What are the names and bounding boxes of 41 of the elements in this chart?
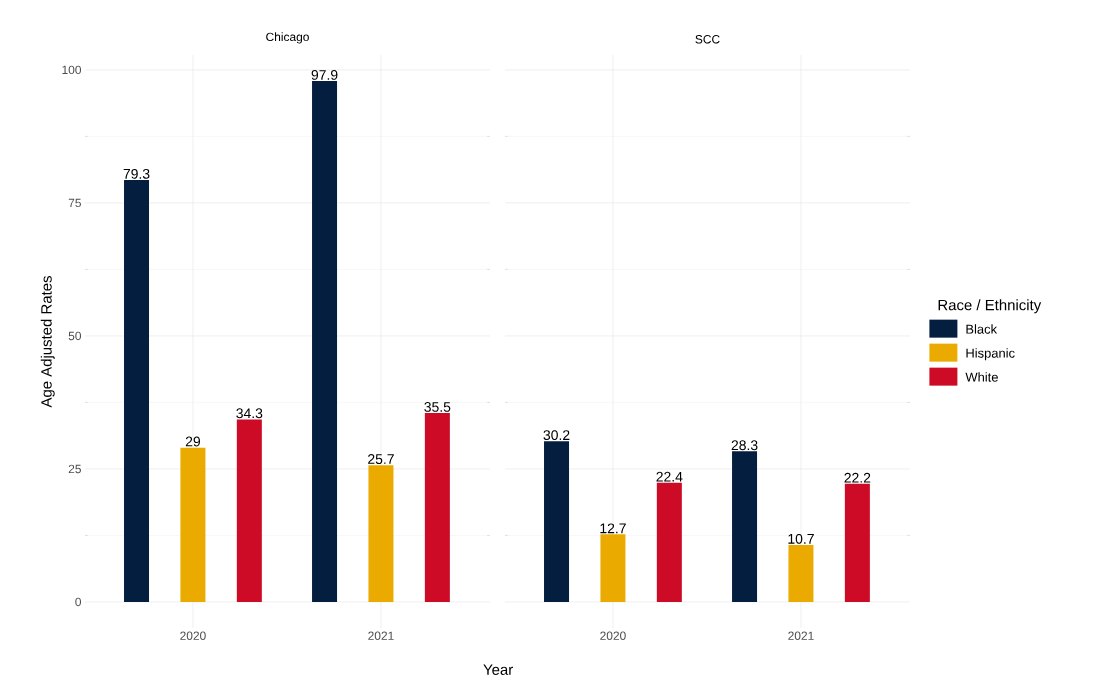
data-label: 79.3	[123, 168, 150, 179]
data-label: 29	[185, 436, 201, 447]
data-label: 30.2	[543, 430, 570, 441]
legend-title: Race / Ethnicity	[938, 299, 1042, 314]
y-tick-label: 50	[68, 331, 82, 341]
y-tick-label: 0	[75, 597, 82, 607]
x-axis-title: Year	[483, 664, 513, 675]
data-label: 12.7	[600, 523, 626, 534]
x-tick-label: 2020	[180, 631, 206, 640]
legend-label: Hispanic	[966, 348, 1015, 361]
data-label: 25.7	[368, 454, 394, 464]
bar	[844, 483, 870, 602]
x-tick-label: 2021	[788, 631, 814, 640]
bar	[180, 447, 206, 602]
bar	[656, 482, 682, 602]
data-label: 10.7	[788, 533, 814, 544]
bar	[312, 81, 338, 602]
bar	[124, 180, 150, 602]
x-tick-label: 2021	[368, 631, 394, 640]
bar	[600, 534, 626, 602]
data-label: 22.4	[656, 471, 683, 482]
data-label: 22.2	[844, 472, 871, 483]
data-label: 97.9	[311, 69, 338, 80]
y-tick-label: 25	[68, 464, 81, 474]
y-tick-label: 100	[62, 65, 82, 75]
legend-label: White	[965, 372, 998, 382]
bar	[236, 419, 262, 602]
chart-title: SCC	[695, 35, 720, 44]
x-tick-label: 2020	[600, 631, 626, 640]
bar	[788, 545, 814, 602]
bar	[732, 451, 758, 602]
data-label: 28.3	[731, 440, 758, 451]
y-tick-label: 75	[68, 198, 81, 208]
bar	[544, 441, 570, 602]
bar	[368, 465, 394, 602]
data-label: 35.5	[424, 401, 451, 412]
legend-label: Black	[966, 324, 998, 334]
chart-title: Chicago	[266, 32, 309, 44]
y-axis-title: Age Adjusted Rates	[40, 276, 55, 408]
bar	[424, 413, 450, 602]
data-label: 34.3	[236, 408, 263, 419]
